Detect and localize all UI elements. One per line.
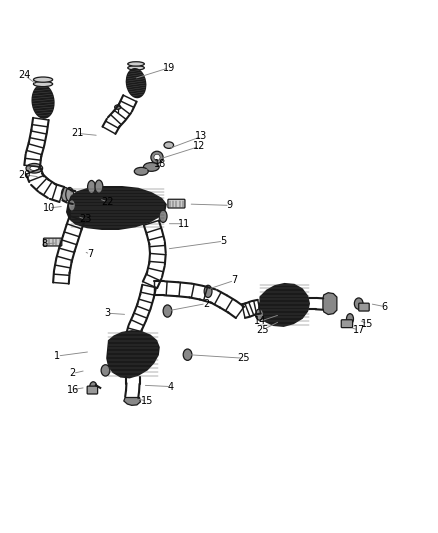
Text: 2: 2: [70, 368, 76, 378]
Ellipse shape: [32, 85, 53, 118]
Ellipse shape: [115, 105, 121, 109]
Ellipse shape: [163, 305, 172, 317]
Ellipse shape: [26, 164, 42, 173]
Polygon shape: [67, 187, 166, 229]
Text: 16: 16: [67, 385, 79, 394]
Polygon shape: [107, 331, 159, 377]
Ellipse shape: [90, 382, 97, 391]
Ellipse shape: [183, 349, 192, 360]
Text: 11: 11: [178, 219, 190, 229]
Ellipse shape: [126, 335, 138, 343]
Text: 2: 2: [203, 298, 209, 309]
FancyBboxPatch shape: [341, 320, 353, 328]
Ellipse shape: [101, 365, 110, 376]
Text: 21: 21: [71, 128, 83, 139]
Ellipse shape: [61, 188, 69, 201]
Ellipse shape: [95, 180, 103, 193]
Ellipse shape: [256, 309, 264, 320]
Ellipse shape: [33, 77, 53, 82]
FancyBboxPatch shape: [43, 238, 62, 246]
Ellipse shape: [128, 62, 145, 66]
Ellipse shape: [33, 82, 53, 87]
Text: 25: 25: [237, 353, 249, 363]
Ellipse shape: [204, 285, 212, 297]
FancyBboxPatch shape: [359, 303, 369, 311]
Text: 10: 10: [42, 203, 55, 213]
Text: 12: 12: [193, 141, 205, 151]
Ellipse shape: [134, 167, 148, 175]
Text: 20: 20: [18, 170, 31, 180]
Ellipse shape: [127, 69, 145, 97]
Text: 5: 5: [220, 236, 226, 246]
Ellipse shape: [68, 200, 75, 211]
Text: 13: 13: [195, 132, 208, 141]
Ellipse shape: [128, 66, 145, 70]
Text: 1: 1: [54, 351, 60, 361]
Text: 8: 8: [41, 239, 47, 249]
Polygon shape: [124, 398, 141, 405]
Ellipse shape: [154, 154, 160, 160]
Text: 7: 7: [231, 276, 237, 286]
Ellipse shape: [144, 163, 159, 171]
Polygon shape: [323, 293, 337, 314]
Ellipse shape: [88, 181, 95, 193]
Ellipse shape: [151, 151, 163, 164]
Text: 15: 15: [141, 396, 153, 406]
Ellipse shape: [354, 298, 363, 309]
Text: 25: 25: [256, 325, 269, 335]
Polygon shape: [259, 284, 309, 326]
Text: 18: 18: [154, 159, 166, 169]
Ellipse shape: [164, 142, 173, 148]
FancyBboxPatch shape: [87, 386, 98, 394]
Text: 14: 14: [254, 316, 267, 326]
Text: 22: 22: [102, 197, 114, 207]
Text: 17: 17: [353, 325, 365, 335]
Ellipse shape: [30, 166, 39, 171]
Ellipse shape: [159, 210, 167, 222]
Ellipse shape: [66, 188, 74, 201]
Text: 3: 3: [105, 308, 111, 318]
Text: 24: 24: [18, 70, 31, 80]
Text: 9: 9: [227, 200, 233, 211]
Text: 23: 23: [80, 214, 92, 224]
Text: 19: 19: [162, 63, 175, 73]
Text: 4: 4: [168, 382, 174, 392]
Ellipse shape: [346, 313, 353, 324]
Text: 15: 15: [361, 319, 374, 329]
FancyBboxPatch shape: [168, 199, 185, 208]
Text: 7: 7: [87, 249, 93, 259]
Text: 6: 6: [382, 302, 388, 312]
